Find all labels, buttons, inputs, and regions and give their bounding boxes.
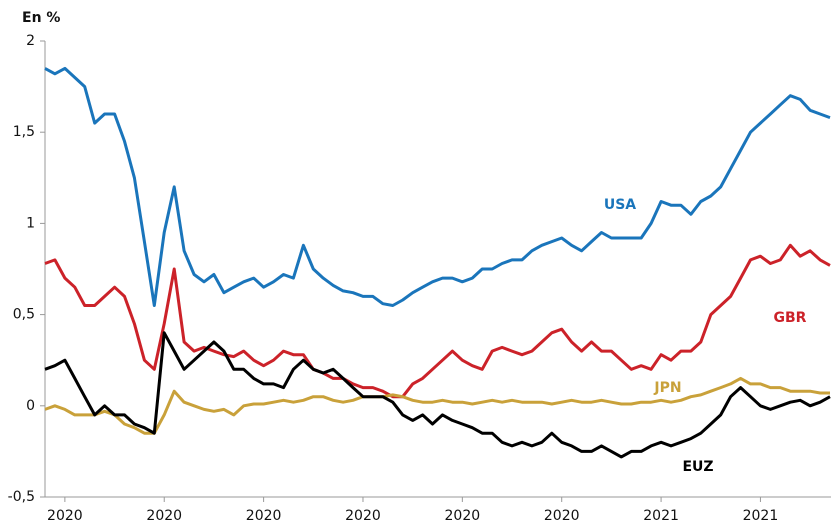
- y-tick-label: 1,5: [13, 124, 35, 140]
- x-tick-label: 2021: [743, 508, 779, 524]
- series-line: [44, 243, 831, 399]
- series-label: USA: [604, 197, 636, 213]
- x-tick-label: 2020: [544, 508, 580, 524]
- y-tick-label: 0,5: [13, 307, 35, 323]
- series-line: [44, 331, 831, 459]
- x-tick-label: 2020: [345, 508, 381, 524]
- y-tick-label: -0,5: [8, 489, 35, 505]
- series-label: GBR: [774, 310, 807, 326]
- series-label: EUZ: [682, 459, 713, 475]
- y-axis-label: En %: [22, 10, 60, 26]
- x-tick-label: 2020: [146, 508, 182, 524]
- y-tick-label: 1: [26, 215, 35, 231]
- x-tick-label: 2021: [643, 508, 679, 524]
- y-tick-label: 2: [26, 33, 35, 49]
- y-tick-label: 0: [26, 398, 35, 414]
- x-tick-label: 2020: [47, 508, 83, 524]
- series-label: JPN: [653, 380, 681, 396]
- x-tick-label: 2020: [246, 508, 282, 524]
- series-line: [44, 66, 831, 307]
- x-tick-label: 2020: [445, 508, 481, 524]
- series-line: [44, 376, 830, 435]
